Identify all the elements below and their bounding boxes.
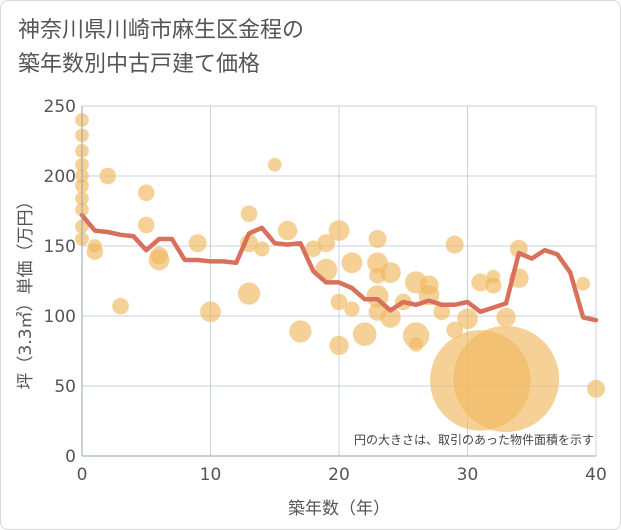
x-tick-label: 0 [77, 465, 88, 485]
chart-title: 神奈川県川崎市麻生区金程の 築年数別中古戸建て価格 [18, 14, 304, 82]
data-bubble [330, 293, 348, 311]
y-tick-label: 250 [44, 97, 76, 117]
chart-title-line1: 神奈川県川崎市麻生区金程の [18, 18, 305, 43]
data-bubble [328, 335, 350, 356]
data-bubble [379, 261, 402, 284]
data-bubble [456, 308, 479, 330]
data-bubble [253, 240, 270, 257]
size-note: 円の大きさは、取引のあった物件面積を示す [354, 432, 594, 447]
data-bubble [137, 216, 155, 234]
data-bubble [496, 307, 517, 328]
x-axis-label: 築年数（年） [288, 499, 390, 519]
data-bubble [240, 205, 258, 223]
y-tick-label: 200 [44, 167, 76, 187]
average-price-line [79, 212, 599, 323]
data-bubble [99, 167, 117, 185]
data-bubble [452, 325, 560, 433]
y-tick-label: 0 [65, 447, 76, 467]
y-tick-label: 100 [44, 307, 76, 327]
data-bubble [341, 252, 363, 274]
data-bubble [343, 301, 360, 317]
data-bubble [368, 229, 387, 249]
chart-title-line2: 築年数別中古戸建て価格 [18, 52, 261, 77]
data-bubble [328, 219, 350, 242]
data-bubble [199, 301, 222, 323]
data-bubble [289, 319, 312, 343]
data-bubble [484, 276, 502, 294]
data-bubble [445, 235, 464, 254]
y-axis-label: 坪（3.3㎡）単価（万円） [16, 192, 36, 389]
bubble-series [74, 112, 606, 433]
x-tick-label: 20 [328, 465, 350, 485]
data-bubble [277, 220, 298, 241]
data-bubble [137, 184, 155, 202]
data-bubble [111, 297, 130, 315]
data-bubble [149, 246, 169, 266]
data-bubble [408, 336, 425, 352]
x-tick-label: 40 [585, 465, 607, 485]
data-bubble [267, 157, 282, 173]
axes: 0 50 100 150 200 250 0 10 20 30 40 [44, 97, 607, 485]
data-bubble [316, 233, 336, 253]
average-line-series [79, 212, 599, 323]
y-tick-label: 150 [44, 237, 76, 257]
data-bubble [575, 276, 591, 292]
x-tick-label: 10 [200, 465, 222, 485]
data-bubble [352, 322, 377, 347]
y-tick-label: 50 [54, 377, 76, 397]
data-bubble [237, 282, 261, 306]
data-bubble [87, 238, 103, 254]
data-bubble [188, 233, 207, 253]
data-bubble [379, 306, 402, 329]
x-tick-label: 30 [457, 465, 479, 485]
data-bubble [586, 379, 606, 399]
